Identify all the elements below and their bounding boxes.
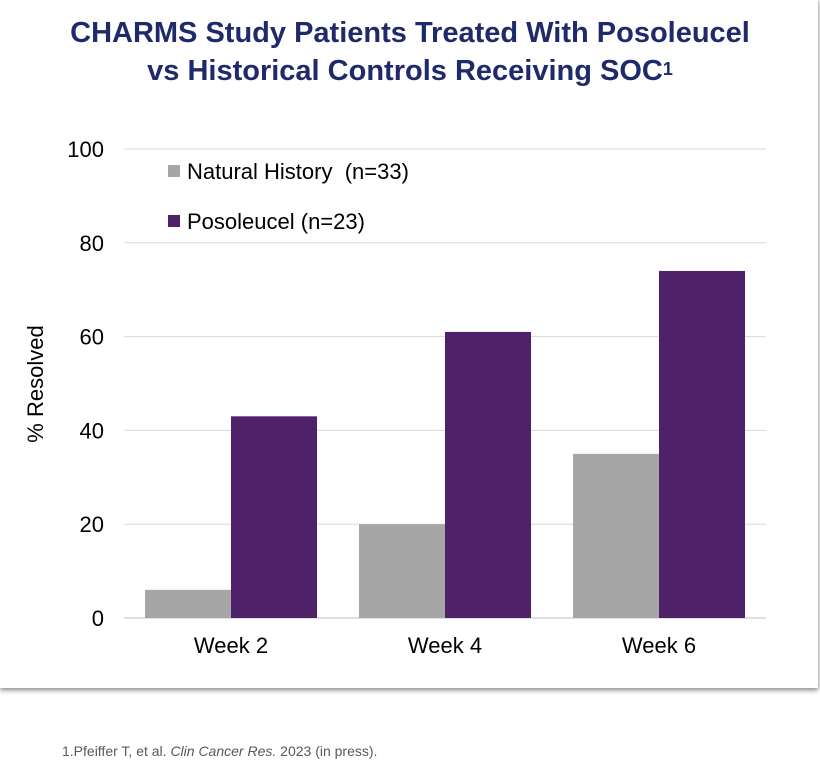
y-tick-label: 0: [92, 606, 104, 631]
title-superscript: 1: [662, 59, 673, 79]
x-tick-label: Week 6: [622, 633, 696, 658]
legend-swatch-natural-history: [168, 165, 180, 177]
legend-label-posoleucel: Posoleucel (n=23): [187, 209, 365, 234]
bar-posoleucel-week-6: [659, 270, 745, 618]
y-tick-label: 60: [80, 325, 104, 350]
bar-natural-history-week-4: [359, 524, 445, 618]
title-line-1: CHARMS Study Patients Treated With Posol…: [70, 17, 750, 49]
y-tick-label: 100: [67, 137, 104, 162]
y-axis-label: % Resolved: [23, 325, 48, 442]
chart-title: CHARMS Study Patients Treated With Posol…: [0, 14, 820, 90]
legend-swatch-posoleucel: [168, 215, 180, 227]
x-tick-label: Week 2: [194, 633, 268, 658]
footnote-suffix: 2023 (in press).: [276, 743, 378, 759]
bar-natural-history-week-6: [573, 453, 659, 618]
footnote-prefix: 1.Pfeiffer T, et al.: [62, 743, 171, 759]
bar-posoleucel-week-2: [231, 416, 317, 618]
bar-chart: 0 20 40 60 80 100 % Resolved Week 2 Week 4 Week 6…: [23, 137, 766, 658]
y-tick-label: 40: [80, 418, 104, 443]
bar-natural-history-week-2: [145, 589, 231, 618]
legend-label-natural-history: Natural History (n=33): [187, 159, 409, 184]
y-tick-label: 20: [80, 512, 104, 537]
footnote-journal: Clin Cancer Res.: [170, 743, 277, 759]
footnote: 1.Pfeiffer T, et al. Clin Cancer Res. 20…: [62, 743, 377, 759]
title-line-2-text: vs Historical Controls Receiving SOC: [147, 55, 663, 87]
bar-posoleucel-week-4: [445, 331, 531, 618]
title-line-2: vs Historical Controls Receiving SOC1: [0, 52, 820, 90]
x-tick-label: Week 4: [408, 633, 482, 658]
y-tick-label: 80: [80, 231, 104, 256]
